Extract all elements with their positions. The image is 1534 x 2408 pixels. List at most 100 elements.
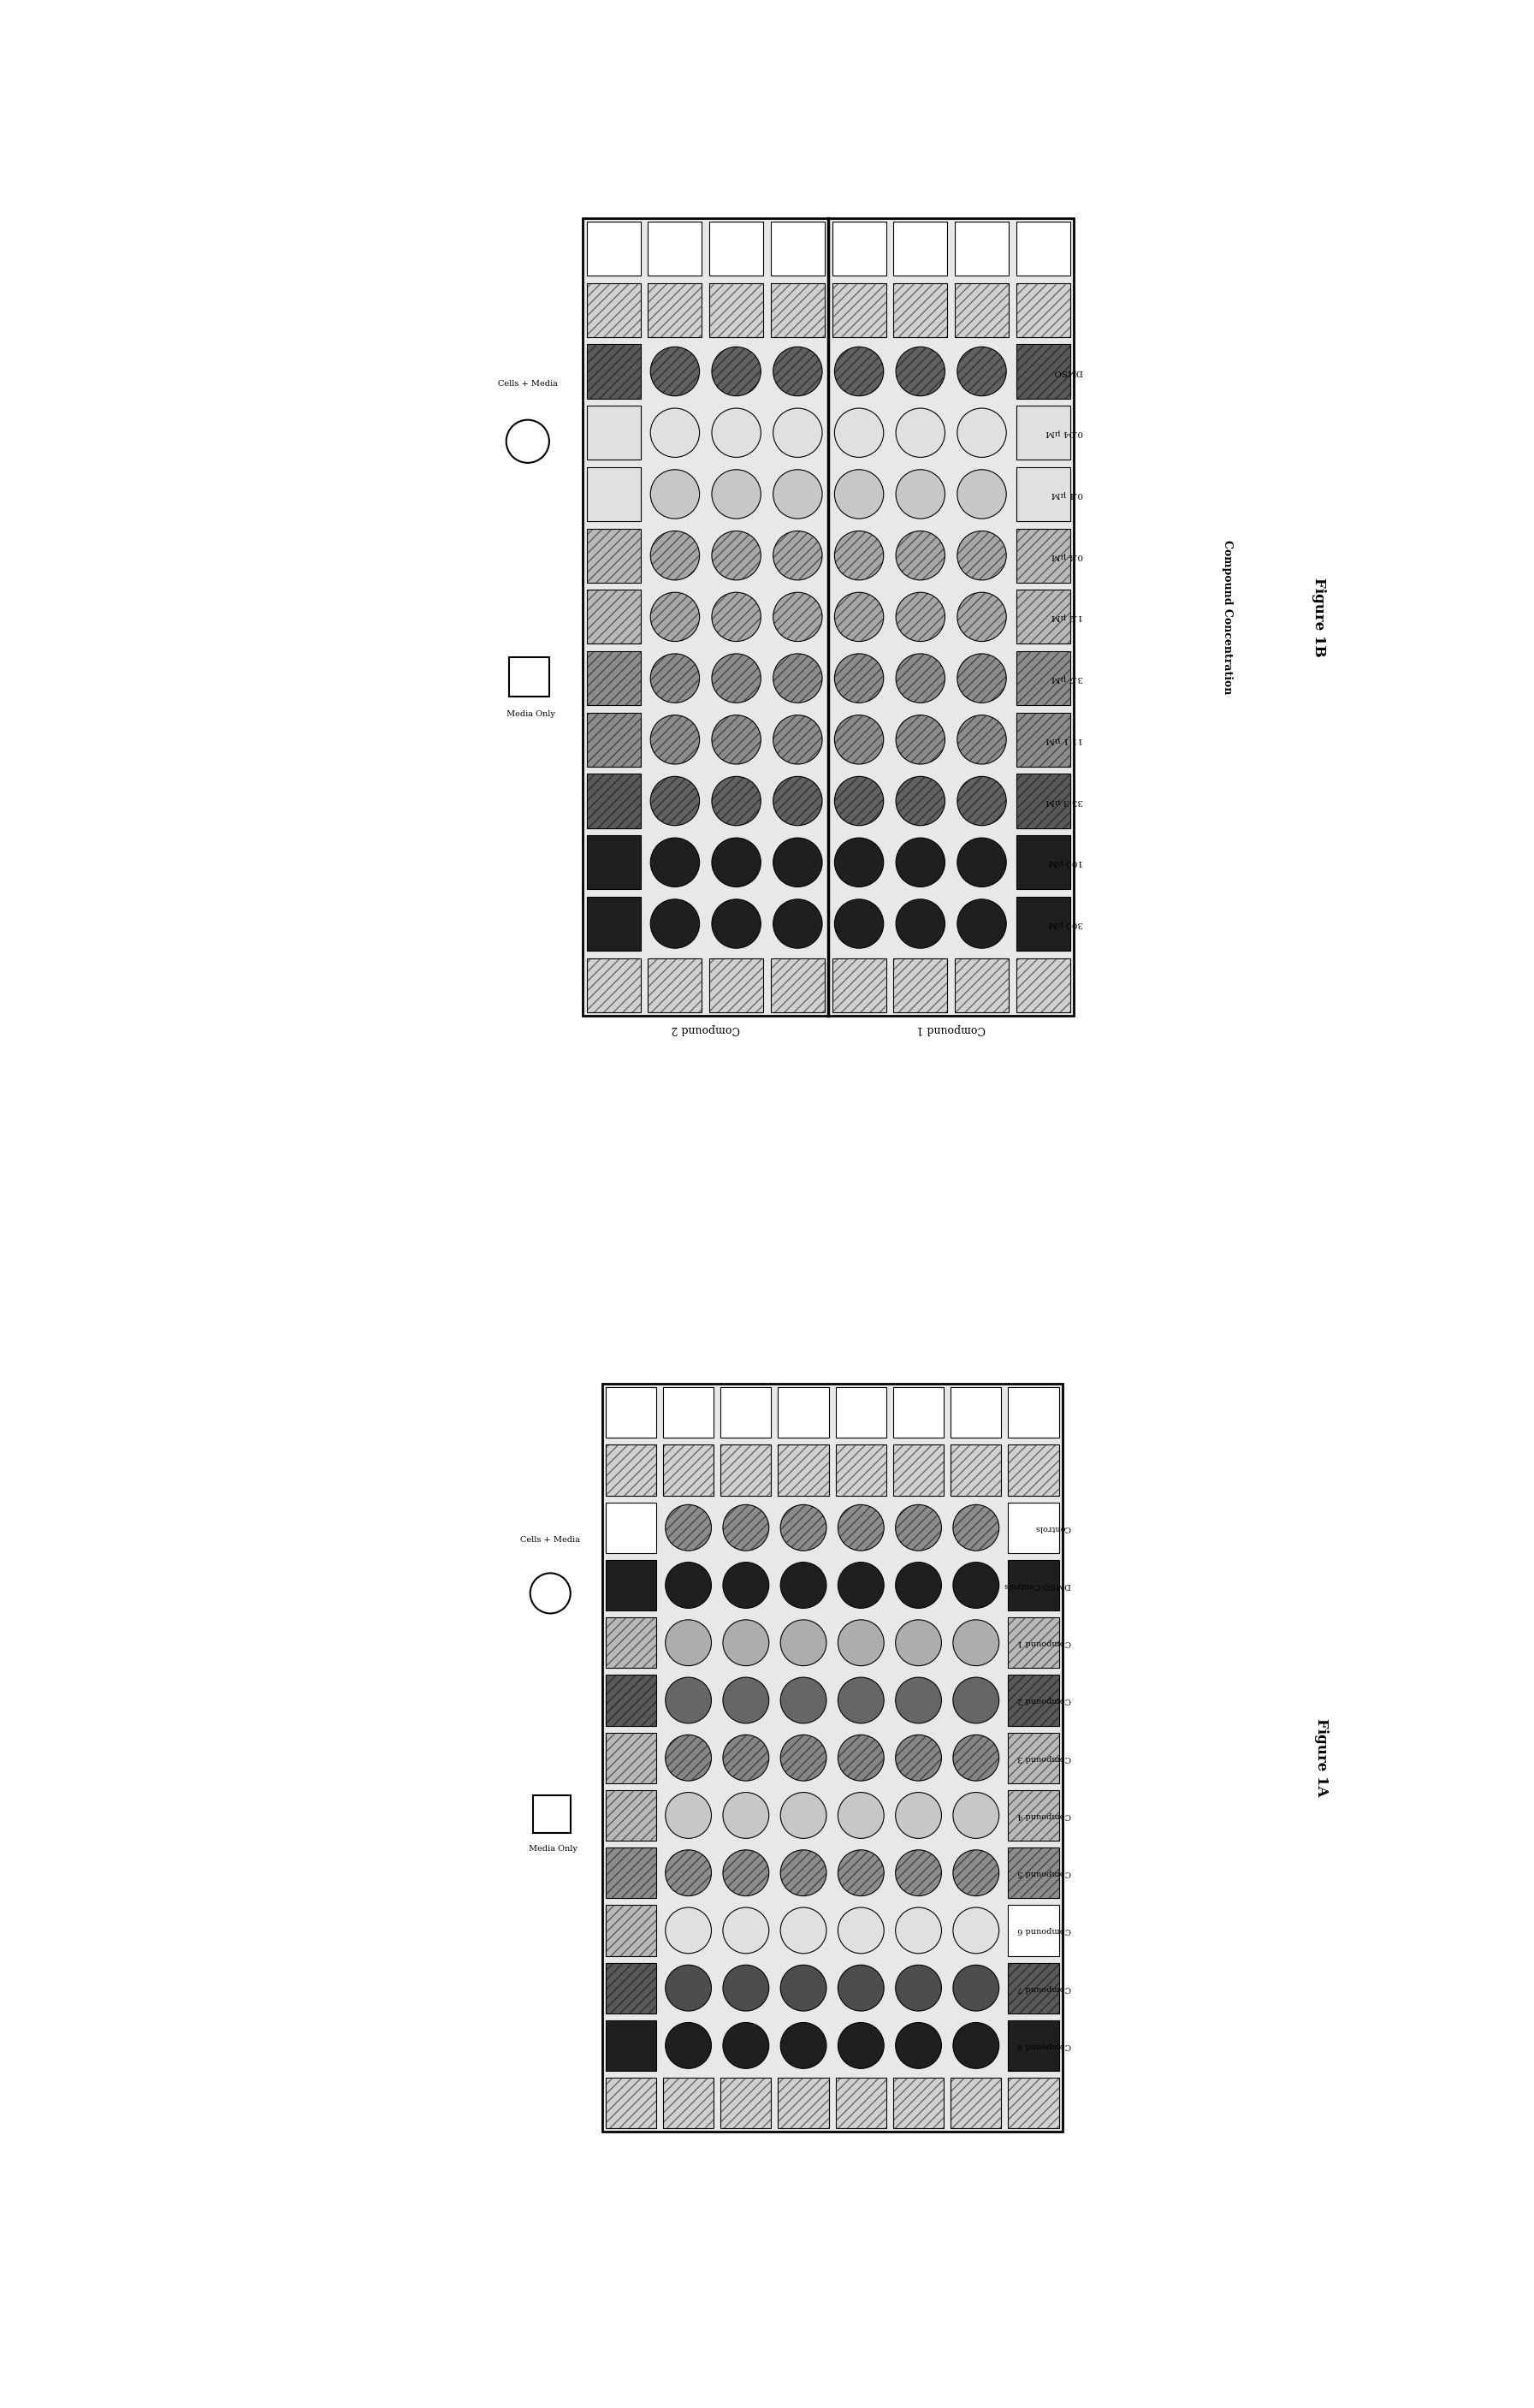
Ellipse shape <box>650 409 700 458</box>
FancyBboxPatch shape <box>893 2078 943 2129</box>
Ellipse shape <box>834 653 884 703</box>
FancyBboxPatch shape <box>770 222 825 275</box>
Ellipse shape <box>896 653 945 703</box>
FancyBboxPatch shape <box>1016 344 1071 397</box>
Ellipse shape <box>650 838 700 886</box>
Ellipse shape <box>723 1849 769 1895</box>
FancyBboxPatch shape <box>663 1387 713 1438</box>
Text: Cells + Media: Cells + Media <box>520 1536 580 1544</box>
Ellipse shape <box>953 1621 999 1666</box>
Text: Figure 1A: Figure 1A <box>1315 1719 1328 1796</box>
FancyBboxPatch shape <box>1008 1789 1058 1840</box>
Text: Compound 2: Compound 2 <box>672 1023 739 1033</box>
Bar <box>583 219 1074 1016</box>
Ellipse shape <box>666 1907 712 1953</box>
Ellipse shape <box>712 838 761 886</box>
FancyBboxPatch shape <box>586 527 641 583</box>
FancyBboxPatch shape <box>647 284 703 337</box>
Ellipse shape <box>666 1678 712 1724</box>
FancyBboxPatch shape <box>586 467 641 520</box>
Bar <box>601 1385 1062 2131</box>
Ellipse shape <box>650 715 700 763</box>
FancyBboxPatch shape <box>1016 284 1071 337</box>
Ellipse shape <box>834 898 884 949</box>
Ellipse shape <box>712 530 761 580</box>
Ellipse shape <box>834 409 884 458</box>
Ellipse shape <box>953 2023 999 2068</box>
Text: Cells + Media: Cells + Media <box>499 380 557 388</box>
Ellipse shape <box>723 1965 769 2011</box>
FancyBboxPatch shape <box>1016 527 1071 583</box>
Ellipse shape <box>896 1621 942 1666</box>
FancyBboxPatch shape <box>893 222 948 275</box>
Ellipse shape <box>953 1849 999 1895</box>
Ellipse shape <box>953 1505 999 1551</box>
Text: Compound 7: Compound 7 <box>1017 1984 1071 1991</box>
Ellipse shape <box>781 1505 827 1551</box>
FancyBboxPatch shape <box>709 958 764 1011</box>
FancyBboxPatch shape <box>647 222 703 275</box>
Text: 1.2 μM: 1.2 μM <box>1051 614 1083 621</box>
FancyBboxPatch shape <box>586 590 641 643</box>
Text: Compound 3: Compound 3 <box>1017 1753 1071 1763</box>
Ellipse shape <box>650 898 700 949</box>
Ellipse shape <box>896 1907 942 1953</box>
Ellipse shape <box>723 1505 769 1551</box>
FancyBboxPatch shape <box>1016 407 1071 460</box>
Ellipse shape <box>896 530 945 580</box>
Ellipse shape <box>666 1563 712 1609</box>
Ellipse shape <box>781 1563 827 1609</box>
Text: 0.4 μM: 0.4 μM <box>1051 551 1083 559</box>
FancyBboxPatch shape <box>770 284 825 337</box>
FancyBboxPatch shape <box>606 1847 657 1898</box>
FancyBboxPatch shape <box>586 650 641 706</box>
Ellipse shape <box>712 409 761 458</box>
Ellipse shape <box>773 838 822 886</box>
Ellipse shape <box>506 419 549 462</box>
Ellipse shape <box>712 347 761 395</box>
FancyBboxPatch shape <box>778 1387 828 1438</box>
Text: Compound 1: Compound 1 <box>1017 1640 1071 1647</box>
Ellipse shape <box>773 775 822 826</box>
Ellipse shape <box>834 470 884 518</box>
Ellipse shape <box>957 470 1006 518</box>
Ellipse shape <box>650 592 700 641</box>
FancyBboxPatch shape <box>586 284 641 337</box>
FancyBboxPatch shape <box>893 958 948 1011</box>
Ellipse shape <box>531 1572 571 1613</box>
Ellipse shape <box>666 1849 712 1895</box>
Ellipse shape <box>723 1621 769 1666</box>
FancyBboxPatch shape <box>954 284 1009 337</box>
FancyBboxPatch shape <box>721 2078 772 2129</box>
Ellipse shape <box>834 592 884 641</box>
Ellipse shape <box>957 653 1006 703</box>
FancyBboxPatch shape <box>1008 1963 1058 2013</box>
FancyBboxPatch shape <box>606 1676 657 1727</box>
Text: Compound 4: Compound 4 <box>1017 1811 1071 1818</box>
FancyBboxPatch shape <box>1008 1847 1058 1898</box>
Ellipse shape <box>896 1563 942 1609</box>
Text: Media Only: Media Only <box>529 1845 577 1852</box>
FancyBboxPatch shape <box>1008 1445 1058 1495</box>
FancyBboxPatch shape <box>606 1905 657 1955</box>
Ellipse shape <box>834 530 884 580</box>
Ellipse shape <box>666 1734 712 1782</box>
Ellipse shape <box>896 775 945 826</box>
Ellipse shape <box>773 715 822 763</box>
FancyBboxPatch shape <box>709 284 764 337</box>
Ellipse shape <box>712 592 761 641</box>
Ellipse shape <box>834 715 884 763</box>
FancyBboxPatch shape <box>951 2078 1002 2129</box>
Text: Figure 1B: Figure 1B <box>1312 578 1327 657</box>
FancyBboxPatch shape <box>836 1387 887 1438</box>
FancyBboxPatch shape <box>770 958 825 1011</box>
FancyBboxPatch shape <box>831 958 887 1011</box>
Ellipse shape <box>953 1734 999 1782</box>
Ellipse shape <box>650 653 700 703</box>
FancyBboxPatch shape <box>606 1445 657 1495</box>
Ellipse shape <box>834 347 884 395</box>
FancyBboxPatch shape <box>1008 1676 1058 1727</box>
Ellipse shape <box>834 775 884 826</box>
Text: Compound 1: Compound 1 <box>917 1023 985 1033</box>
Text: Compound 6: Compound 6 <box>1017 1926 1071 1934</box>
